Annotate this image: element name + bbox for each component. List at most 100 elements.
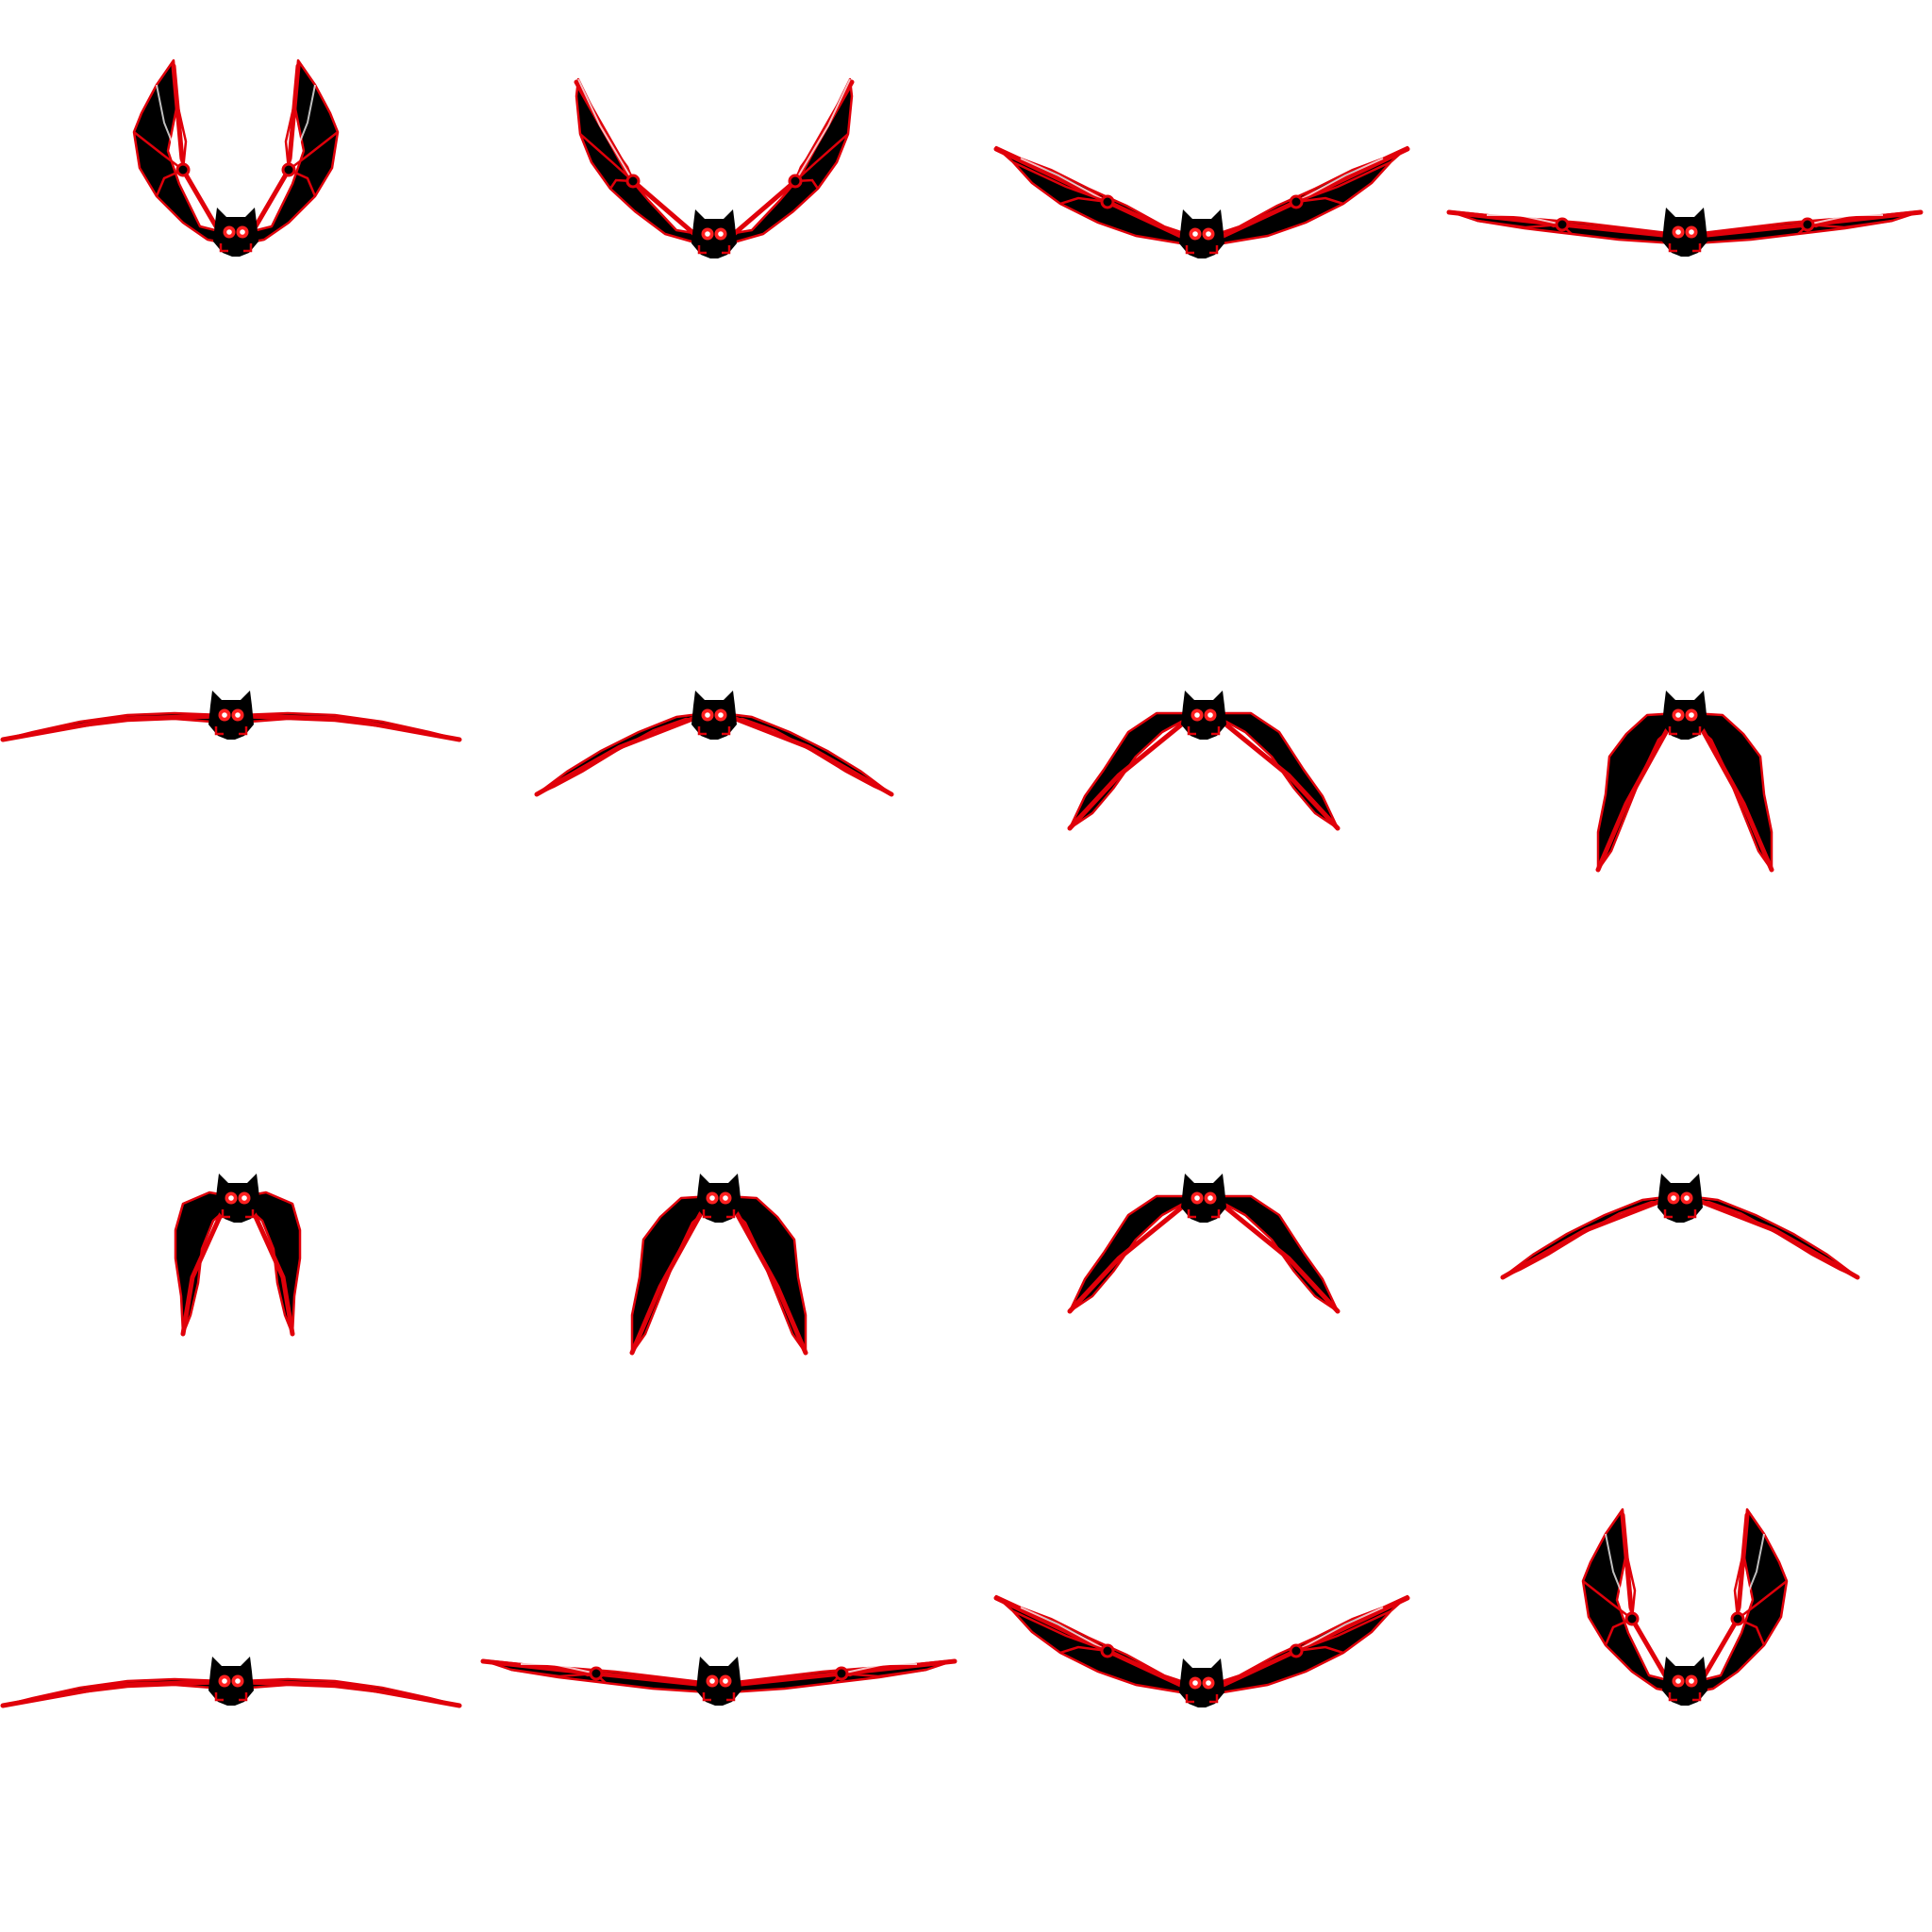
bat-left-wing-bone <box>629 1195 712 1356</box>
bat-claws <box>702 1692 736 1702</box>
bat-left-wrist-joint <box>1555 217 1570 232</box>
bat-claws <box>219 243 253 253</box>
bat-eye-pupil <box>1206 231 1211 237</box>
bat-claws <box>221 1209 255 1219</box>
bat-left-wing-vein <box>1624 1552 1637 1620</box>
bat-eye-pupil <box>705 231 710 237</box>
bat-sprite-icon <box>993 145 1410 258</box>
bat-eye-pupil <box>1194 712 1200 718</box>
bat-body <box>696 1174 741 1223</box>
bat-head <box>691 691 737 740</box>
bat-frame-15 <box>966 1449 1449 1932</box>
bat-head <box>696 1657 741 1706</box>
bat-left-wing-vein <box>510 1668 597 1678</box>
bat-right-wing-vein <box>1295 1645 1344 1655</box>
bat-head <box>696 1174 741 1223</box>
bat-eye-pupil <box>1192 231 1198 237</box>
bat-left-wing-vein <box>521 1663 597 1674</box>
bat-sprite-icon <box>0 1657 462 1708</box>
bat-head <box>1179 209 1224 258</box>
bat-eye-pupil <box>1192 1680 1198 1686</box>
bat-frame-1 <box>0 0 483 483</box>
bat-left-wing-vein <box>1012 160 1108 204</box>
bat-frame-8 <box>1449 483 1932 966</box>
bat-sprite-icon <box>1446 208 1924 257</box>
bat-left-wing-vein <box>1605 1533 1633 1620</box>
bat-eye-pupil <box>709 1678 715 1684</box>
bat-head <box>1662 208 1707 257</box>
bat-left-wing-vein <box>1012 1609 1108 1653</box>
bat-frame-3 <box>966 0 1449 483</box>
bat-claws <box>1185 1694 1219 1704</box>
bat-body <box>1179 209 1224 258</box>
bat-sprite-icon <box>132 58 340 257</box>
bat-left-wrist-joint <box>1100 1643 1115 1658</box>
bat-body <box>691 691 737 740</box>
bat-left-wing-vein <box>1020 158 1108 203</box>
bat-body <box>1181 1174 1226 1223</box>
bat-right-wing-bone <box>721 711 894 797</box>
bat-eye-pupil <box>1208 1195 1213 1201</box>
bat-head <box>1181 1174 1226 1223</box>
bat-frame-14 <box>480 1449 966 1932</box>
bat-claws <box>214 1692 248 1702</box>
bat-frame-6 <box>483 483 966 966</box>
bat-left-wing-vein <box>1059 1645 1108 1655</box>
bat-left-wrist-joint <box>175 162 191 177</box>
bat-claws <box>1185 245 1219 255</box>
bat-body <box>208 1657 254 1706</box>
bat-left-wing-vein <box>577 78 634 182</box>
bat-body <box>1662 1657 1707 1706</box>
bat-left-wrist-joint <box>1624 1611 1640 1626</box>
bat-left-wing-vein <box>579 133 634 182</box>
bat-eye-pupil <box>1194 1195 1200 1201</box>
bat-right-wing-vein <box>1807 219 1893 229</box>
bat-head <box>1657 1174 1703 1223</box>
bat-sprite-icon <box>0 691 462 742</box>
bat-sprite-icon <box>993 1594 1410 1707</box>
bat-eye-pupil <box>222 712 227 718</box>
bat-eye-pupil <box>240 229 245 235</box>
bat-head <box>213 208 258 257</box>
bat-right-wing <box>722 77 854 247</box>
bat-eye-pupil <box>1206 1680 1211 1686</box>
bat-frame-13 <box>0 1449 483 1932</box>
bat-left-wing <box>575 77 707 247</box>
bat-right-wing-vein <box>288 84 316 171</box>
bat-right-wing-vein <box>1737 1533 1765 1620</box>
bat-claws <box>702 1209 736 1219</box>
bat-right-wing-vein <box>841 1668 927 1678</box>
bat-claws <box>1187 1209 1221 1219</box>
bat-head <box>1181 691 1226 740</box>
bat-right-wing-bone <box>244 1195 295 1337</box>
bat-right-wing-vein <box>1807 214 1883 225</box>
bat-body <box>213 208 258 257</box>
bat-eye-pupil <box>226 229 232 235</box>
bat-eye-pupil <box>1675 712 1681 718</box>
bat-eye-pupil <box>235 1678 241 1684</box>
bat-body <box>1181 691 1226 740</box>
bat-left-wing-vein <box>175 103 188 171</box>
bat-left-wrist-joint <box>625 174 641 189</box>
bat-head <box>1662 1657 1707 1706</box>
bat-sprite-icon <box>1067 1174 1341 1314</box>
bat-body <box>691 209 737 258</box>
bat-left-wing-bone <box>1500 1194 1674 1280</box>
bat-sprite-icon <box>574 77 855 258</box>
bat-eye-pupil <box>723 1195 728 1201</box>
bat-sprite-icon <box>174 1174 302 1337</box>
bat-right-wing-bone <box>1691 712 1774 873</box>
bat-frame-16 <box>1449 1449 1932 1932</box>
bat-right-wrist-joint <box>1730 1611 1745 1626</box>
bat-left-wing-vein <box>1487 214 1563 225</box>
bat-eye-pupil <box>1689 229 1694 235</box>
bat-left-wing-vein <box>1020 1607 1108 1652</box>
bat-eye-pupil <box>1684 1195 1690 1201</box>
bat-right-wing-vein <box>1295 160 1391 204</box>
bat-frame-4 <box>1446 0 1932 483</box>
bat-right-wing-bone <box>1687 1194 1860 1280</box>
bat-eye-pupil <box>705 712 710 718</box>
bat-right-wing-bone <box>238 713 462 742</box>
bat-sprite-icon <box>629 1174 808 1356</box>
